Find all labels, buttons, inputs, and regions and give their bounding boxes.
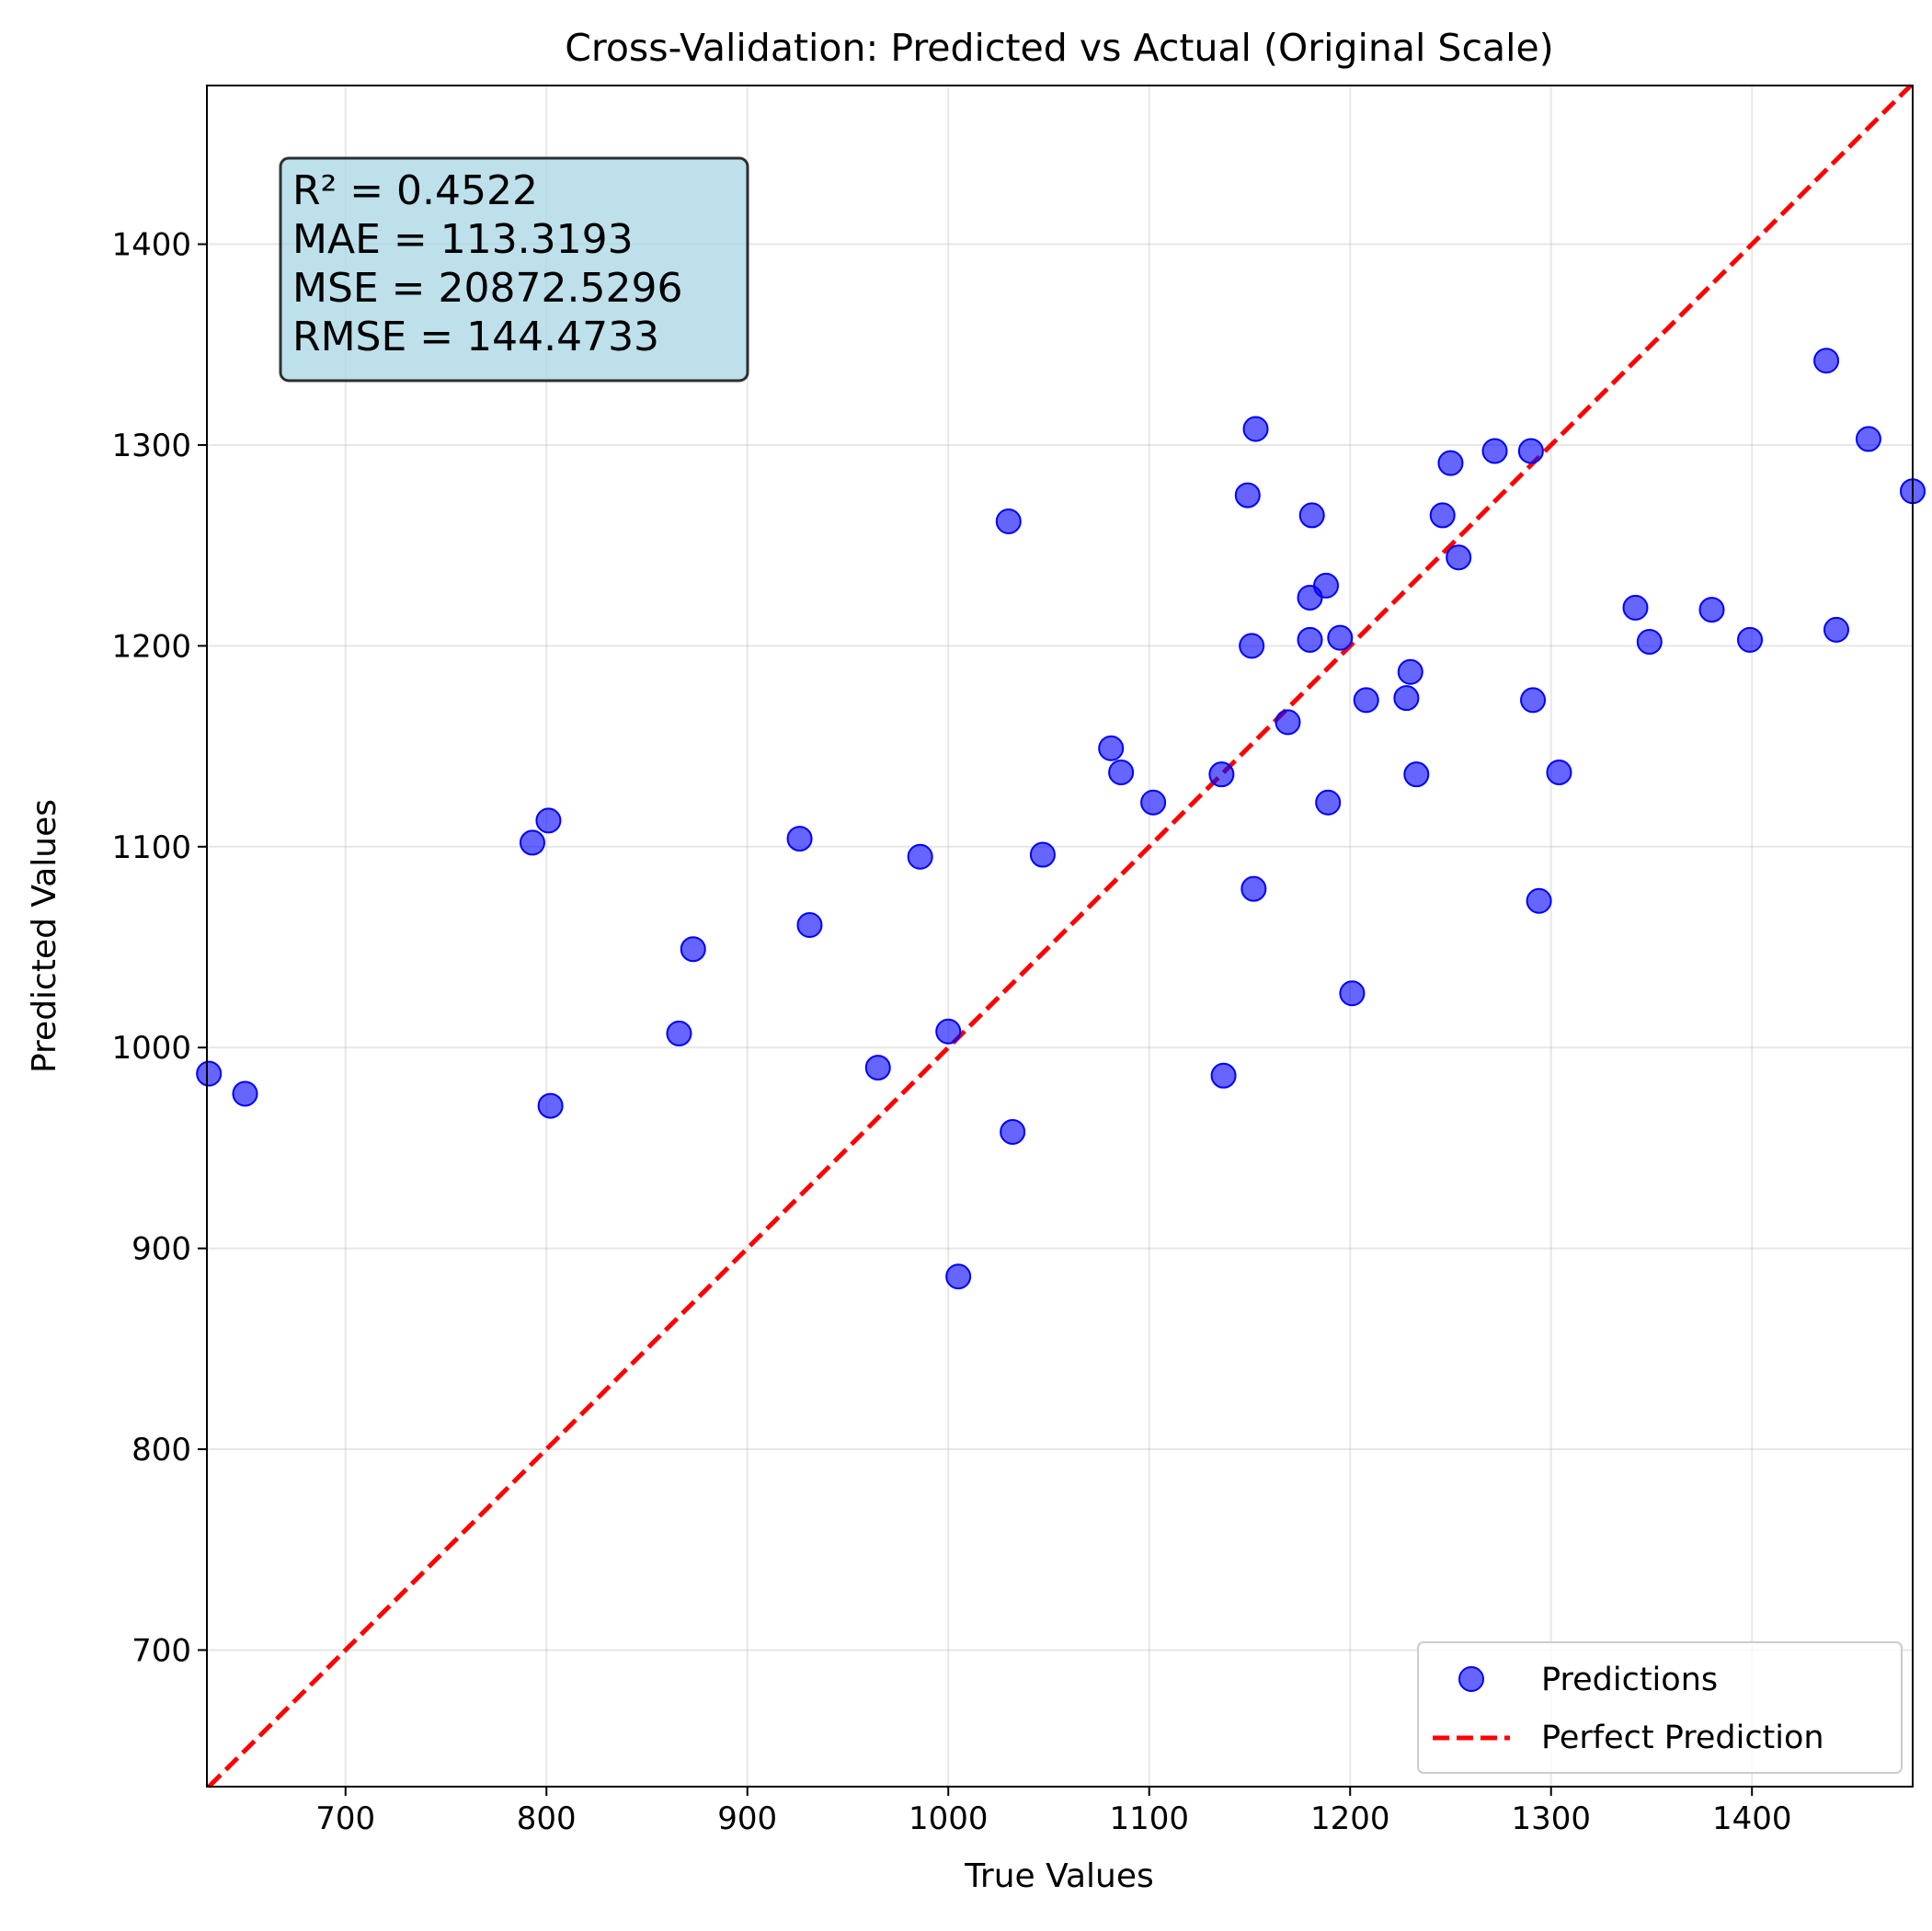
prediction-point <box>1393 685 1420 712</box>
y-tick-label: 1000 <box>111 1030 191 1067</box>
prediction-point <box>537 1092 564 1119</box>
prediction-point <box>1029 841 1056 868</box>
prediction-point <box>1339 980 1366 1007</box>
y-tick-label: 1400 <box>111 227 191 264</box>
x-axis-label: True Values <box>964 1857 1154 1895</box>
plot-frame <box>206 85 1914 1788</box>
prediction-point <box>796 911 823 938</box>
stats-mae: MAE = 113.3193 <box>292 216 634 263</box>
prediction-point <box>935 1018 962 1045</box>
x-axis: 700 800 900 1000 1100 1200 1300 1400 <box>315 1787 1791 1837</box>
prediction-point <box>1000 1118 1026 1145</box>
y-tick-label: 1300 <box>111 428 191 464</box>
x-tick-label: 1200 <box>1310 1800 1390 1837</box>
x-tick-label: 1100 <box>1109 1800 1189 1837</box>
prediction-point <box>1234 482 1261 508</box>
y-axis: 700 800 900 1000 1100 1200 1300 1400 <box>111 227 207 1669</box>
y-axis-label: Predicted Values <box>26 799 63 1073</box>
prediction-point <box>995 508 1022 534</box>
prediction-point <box>945 1263 972 1290</box>
chart-title: Cross-Validation: Predicted vs Actual (O… <box>565 26 1554 70</box>
prediction-point <box>786 826 813 852</box>
x-tick-label: 1300 <box>1511 1800 1591 1837</box>
prediction-point <box>196 1060 223 1087</box>
prediction-point <box>1622 594 1649 621</box>
legend-label-perfect-prediction: Perfect Prediction <box>1541 1720 1824 1756</box>
prediction-point <box>1353 687 1379 714</box>
prediction-point <box>519 829 545 856</box>
prediction-point <box>1208 761 1235 788</box>
prediction-point <box>1546 759 1572 785</box>
prediction-point <box>1210 1062 1237 1089</box>
prediction-point <box>666 1020 692 1046</box>
x-tick-label: 800 <box>517 1800 577 1837</box>
prediction-point <box>1275 709 1301 736</box>
prediction-point <box>907 843 933 870</box>
x-tick-label: 900 <box>717 1800 777 1837</box>
prediction-point <box>1239 633 1265 659</box>
x-tick-label: 1000 <box>909 1800 989 1837</box>
stats-box-background <box>279 156 749 383</box>
x-tick-label: 700 <box>315 1800 375 1837</box>
prediction-point <box>1397 658 1423 685</box>
prediction-point <box>1242 416 1269 442</box>
prediction-point <box>1327 624 1354 651</box>
prediction-point <box>535 807 562 834</box>
prediction-point <box>1437 450 1464 476</box>
prediction-point <box>1315 789 1342 816</box>
prediction-point <box>1403 761 1430 788</box>
prediction-point <box>1297 626 1323 653</box>
prediction-point <box>1098 735 1125 761</box>
prediction-point <box>864 1055 891 1081</box>
prediction-point <box>1446 544 1472 571</box>
stats-rmse: RMSE = 144.4733 <box>292 314 659 360</box>
y-tick-label: 1200 <box>111 628 191 665</box>
y-tick-label: 800 <box>131 1432 191 1468</box>
prediction-point <box>1823 616 1849 643</box>
prediction-point <box>1520 687 1547 714</box>
legend-label-predictions: Predictions <box>1541 1662 1718 1698</box>
prediction-point <box>1517 438 1544 464</box>
stats-r2: R² = 0.4522 <box>292 167 538 214</box>
perfect-prediction-line <box>207 84 1913 1788</box>
prediction-point <box>1140 789 1167 816</box>
y-tick-label: 700 <box>131 1632 191 1669</box>
perfect-prediction-dashes <box>207 84 1913 1788</box>
y-tick-label: 1100 <box>111 829 191 866</box>
stats-box: R² = 0.4522 MAE = 113.3193 MSE = 20872.5… <box>279 156 749 383</box>
prediction-point <box>1636 629 1663 656</box>
prediction-point <box>1737 626 1764 653</box>
prediction-point <box>1526 887 1552 914</box>
prediction-point <box>1429 502 1456 529</box>
prediction-point <box>1298 502 1325 529</box>
x-tick-label: 1400 <box>1712 1800 1792 1837</box>
stats-mse: MSE = 20872.5296 <box>292 265 682 312</box>
prediction-point <box>1855 426 1881 452</box>
legend-marker-predictions <box>1458 1666 1484 1692</box>
prediction-point <box>1481 438 1508 464</box>
prediction-point <box>680 936 706 963</box>
prediction-point <box>1240 875 1267 902</box>
legend: Predictions Perfect Prediction <box>1417 1641 1903 1774</box>
prediction-point <box>232 1080 258 1107</box>
y-tick-label: 900 <box>131 1231 191 1268</box>
prediction-point <box>1313 572 1340 599</box>
legend-box <box>1417 1641 1903 1774</box>
prediction-point <box>1813 348 1840 374</box>
prediction-point <box>1698 597 1725 623</box>
prediction-point <box>1108 759 1135 785</box>
